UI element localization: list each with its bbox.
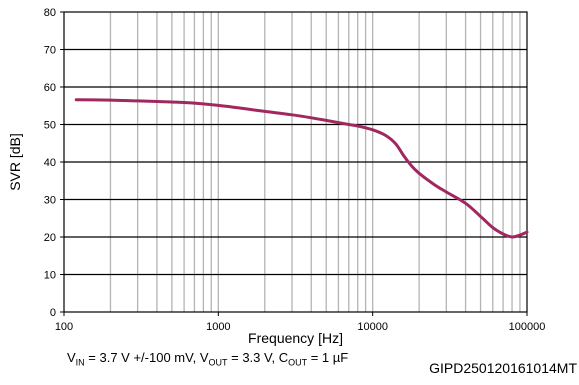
- x-tick-label: 10000: [357, 321, 388, 333]
- major-gridlines: [64, 48, 527, 276]
- test-conditions: VIN = 3.7 V +/-100 mV, VOUT = 3.3 V, COU…: [67, 350, 349, 368]
- y-tick-label: 80: [44, 7, 56, 19]
- y-tick-label: 50: [44, 120, 56, 132]
- y-tick-labels: 0 10 20 30 40 50 60 70 80: [44, 7, 64, 319]
- x-tick-labels: 100 1000 10000 100000: [55, 312, 546, 333]
- y-tick-label: 10: [44, 270, 56, 282]
- y-tick-label: 30: [44, 195, 56, 207]
- y-axis-label: SVR [dB]: [7, 133, 23, 191]
- y-tick-label: 40: [44, 157, 56, 169]
- x-tick-label: 100: [55, 321, 73, 333]
- y-tick-label: 20: [44, 232, 56, 244]
- svr-series-line: [74, 98, 529, 239]
- y-tick-label: 70: [44, 45, 56, 57]
- y-tick-label: 60: [44, 82, 56, 94]
- x-tick-label: 1000: [206, 321, 230, 333]
- x-axis-label: Frequency [Hz]: [248, 330, 343, 346]
- x-tick-label: 100000: [509, 321, 546, 333]
- y-tick-label: 0: [50, 307, 56, 319]
- figure-id: GIPD250120161014MT: [429, 360, 577, 376]
